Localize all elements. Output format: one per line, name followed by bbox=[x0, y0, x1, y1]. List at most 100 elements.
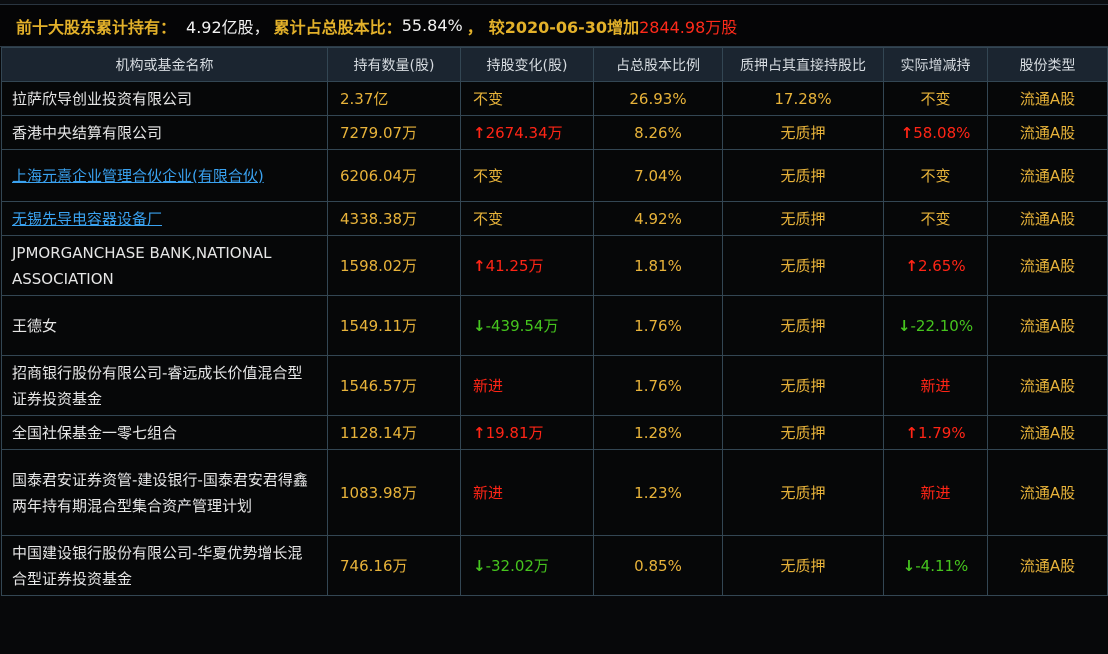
shareholder-name: 招商银行股份有限公司-睿远成长价值混合型证券投资基金 bbox=[1, 355, 328, 416]
pledge-ratio: 无质押 bbox=[722, 355, 884, 416]
share-type: 流通A股 bbox=[987, 415, 1108, 450]
holding-change-value: -32.02万 bbox=[485, 557, 549, 575]
arrow-up-icon: ↑ bbox=[900, 123, 914, 142]
share-ratio: 4.92% bbox=[593, 201, 723, 236]
share-type: 流通A股 bbox=[987, 535, 1108, 596]
share-ratio: 8.26% bbox=[593, 115, 723, 150]
share-type: 流通A股 bbox=[987, 295, 1108, 356]
holding-change-value: 新进 bbox=[473, 484, 504, 502]
actual-change-cell: ↑58.08% bbox=[883, 115, 988, 150]
col-header-name[interactable]: 机构或基金名称 bbox=[1, 47, 328, 82]
share-ratio: 7.04% bbox=[593, 149, 723, 202]
summary-increase: 2844.98万股 bbox=[639, 17, 738, 37]
shareholder-name: 王德女 bbox=[1, 295, 328, 356]
pledge-ratio: 无质押 bbox=[722, 149, 884, 202]
actual-change-cell: 新进 bbox=[883, 449, 988, 536]
actual-change-value: 1.79% bbox=[917, 423, 966, 442]
share-type: 流通A股 bbox=[987, 235, 1108, 296]
shareholder-name: 拉萨欣导创业投资有限公司 bbox=[1, 81, 328, 116]
holding-change-value: -439.54万 bbox=[485, 317, 559, 335]
share-type: 流通A股 bbox=[987, 355, 1108, 416]
share-type: 流通A股 bbox=[987, 149, 1108, 202]
summary-label-compare: 较2020-06-30增加 bbox=[488, 17, 640, 37]
top-shareholders-table: 机构或基金名称 持有数量(股) 持股变化(股) 占总股本比例 质押占其直接持股比… bbox=[1, 47, 1108, 596]
holding-change-cell: 新进 bbox=[460, 355, 594, 416]
actual-change-cell: ↑2.65% bbox=[883, 235, 988, 296]
actual-change-value: 不变 bbox=[920, 167, 951, 185]
col-header-ratio[interactable]: 占总股本比例 bbox=[593, 47, 723, 82]
shares-held: 4338.38万 bbox=[327, 201, 461, 236]
table-row: 招商银行股份有限公司-睿远成长价值混合型证券投资基金 1546.57万 新进 1.76… bbox=[1, 355, 1108, 416]
share-ratio: 1.81% bbox=[593, 235, 723, 296]
table-row: 上海元熹企业管理合伙企业(有限合伙) 6206.04万 不变 7.04% 无质押 不变 流通… bbox=[1, 149, 1108, 202]
actual-change-cell: 不变 bbox=[883, 81, 988, 116]
arrow-up-icon: ↑ bbox=[905, 423, 918, 442]
arrow-down-icon: ↓ bbox=[473, 317, 486, 335]
pledge-ratio: 17.28% bbox=[722, 81, 884, 116]
share-ratio: 1.23% bbox=[593, 449, 723, 536]
share-ratio: 0.85% bbox=[593, 535, 723, 596]
table-row: 王德女 1549.11万 ↓-439.54万 1.76% 无质押 ↓-22.10% 流通A股 bbox=[1, 295, 1108, 356]
share-ratio: 26.93% bbox=[593, 81, 723, 116]
shareholder-name: 中国建设银行股份有限公司-华夏优势增长混合型证券投资基金 bbox=[1, 535, 328, 596]
summary-sep: ， bbox=[253, 17, 270, 37]
actual-change-value: -22.10% bbox=[910, 316, 974, 335]
summary-sep: ， bbox=[466, 17, 483, 37]
col-header-change[interactable]: 持股变化(股) bbox=[460, 47, 594, 82]
shares-held: 1546.57万 bbox=[327, 355, 461, 416]
pledge-ratio: 无质押 bbox=[722, 235, 884, 296]
shareholder-name[interactable]: 上海元熹企业管理合伙企业(有限合伙) bbox=[1, 149, 328, 202]
top-border bbox=[0, 0, 1108, 5]
table-row: 无锡先导电容器设备厂 4338.38万 不变 4.92% 无质押 不变 流通A股 bbox=[1, 201, 1108, 236]
actual-change-value: 新进 bbox=[920, 484, 951, 502]
holding-change-value: 不变 bbox=[473, 167, 504, 185]
table-row: 国泰君安证券资管-建设银行-国泰君安君得鑫两年持有期混合型集合资产管理计划 108… bbox=[1, 449, 1108, 536]
shares-held: 1128.14万 bbox=[327, 415, 461, 450]
shareholder-name: 全国社保基金一零七组合 bbox=[1, 415, 328, 450]
arrow-down-icon: ↓ bbox=[897, 316, 911, 335]
shareholder-name: JPMORGANCHASE BANK,NATIONAL ASSOCIATION bbox=[1, 235, 328, 296]
table-row: JPMORGANCHASE BANK,NATIONAL ASSOCIATION 1… bbox=[1, 235, 1108, 296]
pledge-ratio: 无质押 bbox=[722, 535, 884, 596]
holding-change-cell: ↓-439.54万 bbox=[460, 295, 594, 356]
shareholder-name: 国泰君安证券资管-建设银行-国泰君安君得鑫两年持有期混合型集合资产管理计划 bbox=[1, 449, 328, 536]
holding-change-value: 41.25万 bbox=[485, 257, 544, 275]
shareholder-name: 香港中央结算有限公司 bbox=[1, 115, 328, 150]
table-row: 中国建设银行股份有限公司-华夏优势增长混合型证券投资基金 746.16万 ↓-32.… bbox=[1, 535, 1108, 596]
table-row: 全国社保基金一零七组合 1128.14万 ↑19.81万 1.28% 无质押 ↑1.79%… bbox=[1, 415, 1108, 450]
arrow-up-icon: ↑ bbox=[473, 424, 486, 442]
holding-change-value: 新进 bbox=[473, 377, 504, 395]
pledge-ratio: 无质押 bbox=[722, 201, 884, 236]
shares-held: 2.37亿 bbox=[327, 81, 461, 116]
summary-label-ratio: 累计占总股本比： bbox=[273, 17, 402, 37]
table-row: 拉萨欣导创业投资有限公司 2.37亿 不变 26.93% 17.28% 不变 流通A股 bbox=[1, 81, 1108, 116]
shares-held: 1549.11万 bbox=[327, 295, 461, 356]
summary-total-ratio: 55.84% bbox=[401, 16, 463, 35]
shareholder-name[interactable]: 无锡先导电容器设备厂 bbox=[1, 201, 328, 236]
share-type: 流通A股 bbox=[987, 81, 1108, 116]
col-header-type[interactable]: 股份类型 bbox=[987, 47, 1108, 82]
holding-change-cell: ↓-32.02万 bbox=[460, 535, 594, 596]
arrow-up-icon: ↑ bbox=[473, 124, 486, 142]
actual-change-cell: 新进 bbox=[883, 355, 988, 416]
holding-change-cell: 新进 bbox=[460, 449, 594, 536]
holding-change-value: 不变 bbox=[473, 210, 504, 228]
col-header-actual[interactable]: 实际增减持 bbox=[883, 47, 988, 82]
arrow-up-icon: ↑ bbox=[905, 256, 918, 275]
pledge-ratio: 无质押 bbox=[722, 415, 884, 450]
actual-change-value: 58.08% bbox=[913, 123, 971, 142]
arrow-down-icon: ↓ bbox=[902, 556, 916, 575]
col-header-shares[interactable]: 持有数量(股) bbox=[327, 47, 461, 82]
share-type: 流通A股 bbox=[987, 449, 1108, 536]
actual-change-cell: ↓-22.10% bbox=[883, 295, 988, 356]
actual-change-cell: 不变 bbox=[883, 201, 988, 236]
col-header-pledge[interactable]: 质押占其直接持股比 bbox=[722, 47, 884, 82]
holding-change-value: 19.81万 bbox=[485, 424, 544, 442]
share-ratio: 1.76% bbox=[593, 355, 723, 416]
shares-held: 1083.98万 bbox=[327, 449, 461, 536]
holding-change-cell: 不变 bbox=[460, 149, 594, 202]
actual-change-cell: ↓-4.11% bbox=[883, 535, 988, 596]
holding-change-cell: 不变 bbox=[460, 81, 594, 116]
share-type: 流通A股 bbox=[987, 201, 1108, 236]
shares-held: 1598.02万 bbox=[327, 235, 461, 296]
